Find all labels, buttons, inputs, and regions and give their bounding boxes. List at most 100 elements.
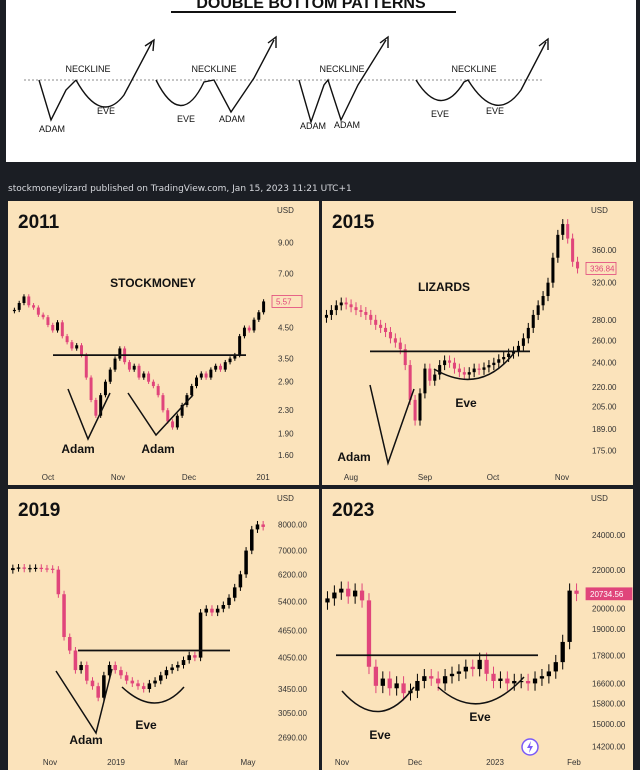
pattern-right-label: EVE [97,106,115,116]
candle-body [364,311,368,315]
candle-body [324,314,328,318]
candle-body [84,355,88,378]
y-tick-label: 4050.00 [278,654,307,663]
candle-body [472,368,476,373]
candle-body [531,314,535,328]
y-tick-label: 1.60 [278,451,294,460]
x-tick-label: Oct [487,473,500,482]
chart-2023[interactable]: 2023 USD 24000.00 22000.00 20000.00 19000.00 1… [322,489,633,770]
candle-body [556,234,560,258]
chart-panel-2019[interactable]: 2019 USD 8000.00 7000.00 6200.00 5400.00 4650.… [8,489,319,770]
candle-body [113,358,117,370]
y-tick-label: 280.00 [592,316,617,325]
pattern-banner: DOUBLE BOTTOM PATTERNS NECKLINE ADAM EVE NEC… [6,0,636,162]
chart-title: 2011 [18,212,60,233]
y-tick-label: 22000.00 [592,566,626,575]
candle-body [50,568,55,570]
x-tick-label: May [240,758,255,767]
candle-body [418,393,422,421]
candle-body [339,302,343,306]
candle-body [36,307,40,315]
chart-panel-2011[interactable]: 2011USD9.007.005.504.503.502.902.301.901… [8,201,319,485]
candle-body [344,302,348,305]
pattern-arrow-1 [144,38,155,52]
candle-body [238,336,242,356]
candle-body [567,590,572,642]
chart-annotation: LIZARDS [418,280,470,294]
candle-body [170,667,174,671]
candle-body [541,296,545,306]
candle-body [442,676,448,684]
chart-panel-2015[interactable]: 2015 USD 360.00 320.00 280.00 260.00 240.00 220… [322,201,633,485]
candle-body [482,367,486,370]
candle-body [384,327,388,333]
candle-body [227,597,231,606]
pattern-neckline-label: NECKLINE [65,64,110,74]
chart-panel-2023[interactable]: 2023 USD 24000.00 22000.00 20000.00 19000.00 1… [322,489,633,770]
y-tick-label: 20000.00 [592,604,626,613]
y-tick-label: 205.00 [592,403,617,412]
last-price-label: 336.84 [590,264,615,273]
candle-body [80,345,83,356]
pattern-neckline-label: NECKLINE [451,64,496,74]
candle-body [176,665,180,668]
candle-body [221,605,226,609]
candle-body [349,304,353,308]
last-price-tag [585,262,617,275]
candle-body [181,660,186,666]
chart-2011[interactable]: 2011USD9.007.005.504.503.502.902.301.901… [8,201,319,485]
candle-body [369,314,373,320]
banner-title: DOUBLE BOTTOM PATTERNS [196,0,426,12]
chart-2019[interactable]: 2019 USD 8000.00 7000.00 6200.00 5400.00 4650.… [8,489,319,770]
candle-body [204,608,209,613]
candle-body [422,676,427,681]
candle-body [393,338,397,343]
pattern-left-label: ADAM [39,124,65,134]
candle-body [65,336,69,343]
y-tick-label: 3450.00 [278,685,307,694]
candle-body [27,296,31,306]
pattern-eve-curve [341,686,415,713]
y-tick-label: 189.00 [592,425,617,434]
candle-body [261,524,265,527]
x-tick-label: Nov [111,473,125,482]
pattern-neckline-label: NECKLINE [191,64,236,74]
candle-body [334,305,338,311]
pattern-neckline-label: NECKLINE [319,64,364,74]
candle-body [118,348,122,359]
x-tick-label: Sep [418,473,433,482]
candle-body [516,345,520,352]
candle-body [238,574,243,588]
candle-body [551,257,555,283]
candle-body [388,332,392,339]
candle-body [429,676,434,679]
candle-body [452,362,456,369]
pattern-right-label: ADAM [219,114,245,124]
candle-body [204,373,208,378]
y-tick-label: 2.90 [278,378,294,387]
pattern-v-line [67,388,111,441]
x-tick-label: Mar [174,758,188,767]
pattern-left-label: EVE [431,109,449,119]
candle-body [242,327,246,337]
candle-body [519,680,524,683]
y-tick-label: 15000.00 [592,720,626,729]
y-tick-label: 3050.00 [278,709,307,718]
candle-body [119,670,123,676]
y-tick-label: 6200.00 [278,570,307,579]
candle-body [210,608,214,613]
candle-body [373,666,379,686]
chart-2015[interactable]: 2015 USD 360.00 320.00 280.00 260.00 240.00 220… [322,201,633,485]
candle-body [147,683,152,689]
candle-body [498,678,503,681]
candle-body [467,372,471,375]
candle-body [90,680,95,687]
candle-body [67,637,72,651]
candle-body [113,665,118,671]
y-tick-label: 240.00 [592,359,617,368]
candle-body [28,568,32,570]
candle-body [247,327,251,331]
lightning-icon [527,741,533,753]
y-tick-label: 7.00 [278,269,294,278]
pattern-arrow-3 [379,35,389,48]
